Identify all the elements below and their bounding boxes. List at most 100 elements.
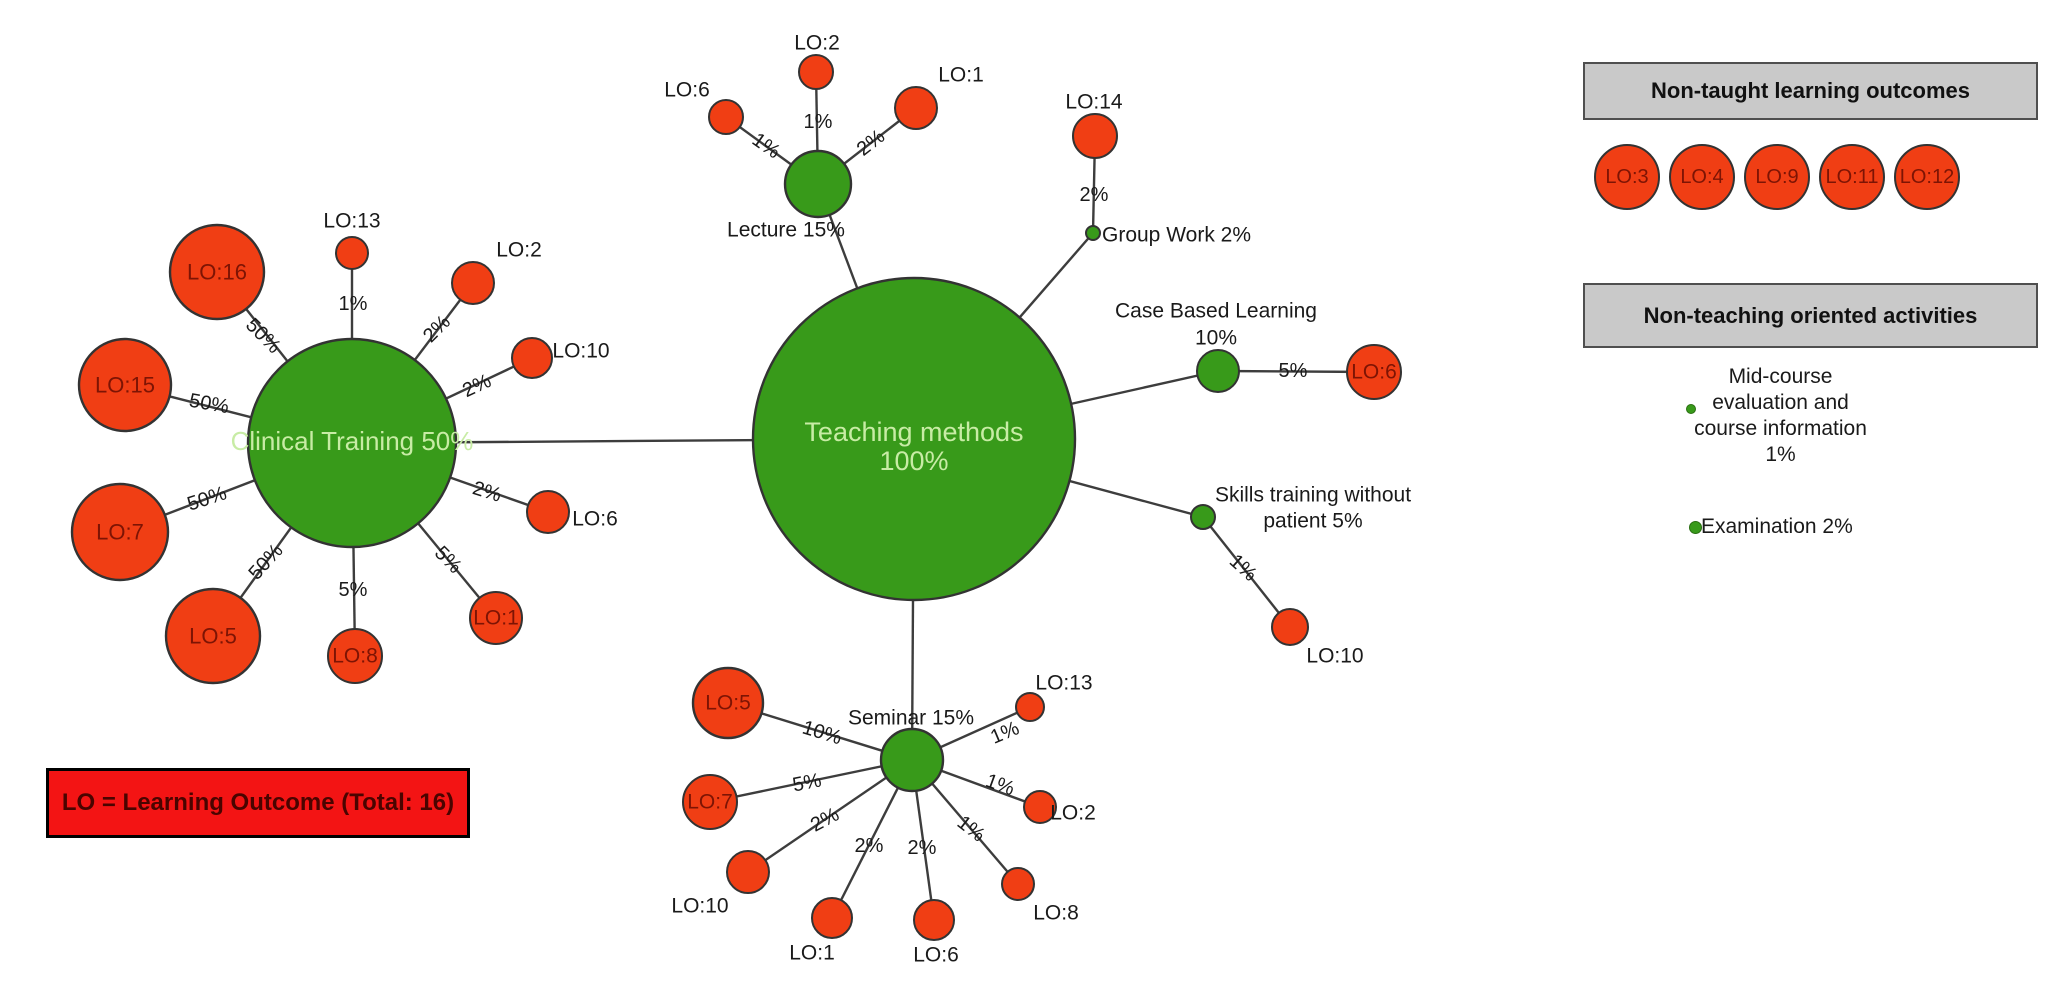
seminar-lo8-label-0: LO:8: [1033, 902, 1079, 925]
edge-weight-label-1: 1%: [339, 293, 368, 315]
edge-weight-label-8: 50%: [244, 540, 287, 585]
midcourse-dot: [1686, 404, 1696, 414]
edge-weight-label-19: 2%: [855, 835, 884, 857]
edge-weight-label-23: 1%: [987, 717, 1022, 749]
edge-weight-label-17: 5%: [791, 769, 824, 796]
skills-lo10-label-0: LO:10: [1306, 645, 1363, 668]
non-taught-header-label: Non-taught learning outcomes: [1651, 78, 1970, 103]
edge-weight-label-16: 10%: [800, 717, 845, 750]
seminar-lo1-label-0: LO:1: [789, 942, 835, 965]
seminar-lo5-node: [691, 666, 765, 740]
edge-weight-label-21: 1%: [953, 811, 989, 846]
non-teaching-header-label: Non-teaching oriented activities: [1643, 302, 1978, 328]
case-based-learning-node: [1196, 349, 1240, 393]
non-taught-learning-outcomes-header: Non-taught learning outcomes: [1583, 62, 2038, 120]
clinical-lo13-label-0: LO:13: [323, 210, 380, 233]
edge-weight-label-7: 5%: [430, 542, 466, 578]
clinical-lo1-label-0: LO:1: [473, 607, 519, 630]
edge-weight-label-4: 50%: [187, 390, 230, 419]
lo-legend-box: LO = Learning Outcome (Total: 16): [46, 768, 470, 838]
clinical-lo8-label-0: LO:8: [332, 645, 378, 668]
lecture-lo2-node: [798, 54, 834, 90]
edge-weight-label-14: 5%: [1279, 360, 1308, 382]
seminar-lo8-node: [1001, 867, 1035, 901]
seminar-lo5-label-0: LO:5: [705, 692, 751, 715]
seminar-lo13-node: [1015, 692, 1045, 722]
edge-line-23: [709, 758, 913, 804]
edge-weight-label-15: 1%: [1225, 550, 1261, 586]
seminar-lo6-node: [913, 899, 955, 941]
edge-weight-label-5: 2%: [470, 477, 504, 507]
cbl-lo6-node: [1346, 344, 1402, 400]
clinical-lo6-label-0: LO:6: [572, 508, 618, 531]
seminar-lo13-label-0: LO:13: [1035, 672, 1092, 695]
group-work-node: [1085, 225, 1101, 241]
clinical-lo5-label-0: LO:5: [189, 624, 237, 649]
seminar-lo7-label-0: LO:7: [687, 791, 733, 814]
lecture-lo1-label-0: LO:1: [938, 64, 984, 87]
groupwork-lo14-label-0: LO:14: [1065, 91, 1123, 114]
midcourse-evaluation-label: Mid-course evaluation and course informa…: [1694, 365, 1867, 466]
skills-training-label-2: patient 5%: [1263, 510, 1362, 533]
clinical-lo15-label-0: LO:15: [95, 373, 155, 398]
non-teaching-activities-header: Non-teaching oriented activities: [1583, 283, 2038, 348]
clinical-training-label-0: Clinical Training 50%: [231, 426, 474, 456]
non-taught-lo-circle-0: LO:3: [1594, 144, 1660, 210]
skills-lo10-node: [1271, 608, 1309, 646]
clinical-training-node: [246, 337, 458, 549]
edge-weight-label-2: 2%: [419, 311, 455, 347]
clinical-lo15-node: [77, 337, 173, 433]
clinical-lo10-label-0: LO:10: [552, 340, 609, 363]
edge-weight-label-6: 50%: [185, 482, 230, 515]
clinical-lo13-node: [335, 236, 369, 270]
clinical-lo16-label-0: LO:16: [187, 260, 247, 285]
non-taught-lo-circle-1: LO:4: [1669, 144, 1735, 210]
lecture-lo1-node: [894, 86, 938, 130]
seminar-lo1-node: [811, 897, 853, 939]
lo-legend-text: LO = Learning Outcome (Total: 16): [61, 789, 455, 816]
skills-training-label-1: Skills training without: [1215, 484, 1411, 507]
seminar-node: [879, 727, 945, 793]
seminar-lo6-label-0: LO:6: [913, 944, 959, 967]
teaching-methods-node: [751, 276, 1077, 602]
examination-label: Examination 2%: [1701, 515, 1853, 538]
seminar-lo7-node: [682, 774, 738, 830]
edge-weight-label-20: 2%: [908, 837, 937, 859]
edge-weight-label-3: 2%: [459, 370, 495, 402]
cbl-lo6-label-0: LO:6: [1351, 361, 1397, 384]
clinical-lo8-node: [327, 628, 383, 684]
lecture-node: [783, 149, 853, 219]
clinical-lo16-node: [168, 223, 266, 321]
lecture-lo6-label-0: LO:6: [664, 79, 710, 102]
case-based-learning-pct: 10%: [1195, 327, 1237, 350]
lecture-label: Lecture 15%: [727, 219, 845, 242]
edge-weight-label-9: 5%: [339, 579, 368, 601]
clinical-lo7-node: [70, 482, 170, 582]
edge-weight-label-13: 2%: [1080, 184, 1109, 206]
edge-weight-label-18: 2%: [807, 803, 843, 836]
non-taught-lo-list: LO:3 LO:4 LO:9 LO:11 LO:12: [1594, 144, 1960, 210]
teaching-methods-label-1: 100%: [879, 446, 948, 476]
seminar-lo2-label-0: LO:2: [1050, 802, 1096, 825]
clinical-lo2-node: [451, 261, 495, 305]
edge-weight-label-11: 1%: [804, 111, 833, 133]
case-based-learning-label: Case Based Learning: [1115, 300, 1317, 323]
seminar-lo10-node: [726, 850, 770, 894]
edge-weight-label-10: 1%: [748, 129, 784, 164]
teaching-methods-label-0: Teaching methods: [804, 417, 1023, 447]
clinical-lo10-node: [511, 337, 553, 379]
groupwork-lo14-node: [1072, 113, 1118, 159]
edge-line-21: [1202, 516, 1291, 628]
edge-line-24: [747, 759, 913, 873]
seminar-lo2-node: [1023, 790, 1057, 824]
group-work-label: Group Work 2%: [1102, 224, 1251, 247]
seminar-lo10-label-0: LO:10: [671, 895, 728, 918]
non-taught-lo-circle-2: LO:9: [1744, 144, 1810, 210]
clinical-lo1-node: [469, 591, 523, 645]
examination-dot: [1689, 521, 1702, 534]
non-taught-lo-circle-3: LO:11: [1819, 144, 1885, 210]
clinical-lo7-label-0: LO:7: [96, 520, 144, 545]
clinical-lo2-label-0: LO:2: [496, 239, 542, 262]
